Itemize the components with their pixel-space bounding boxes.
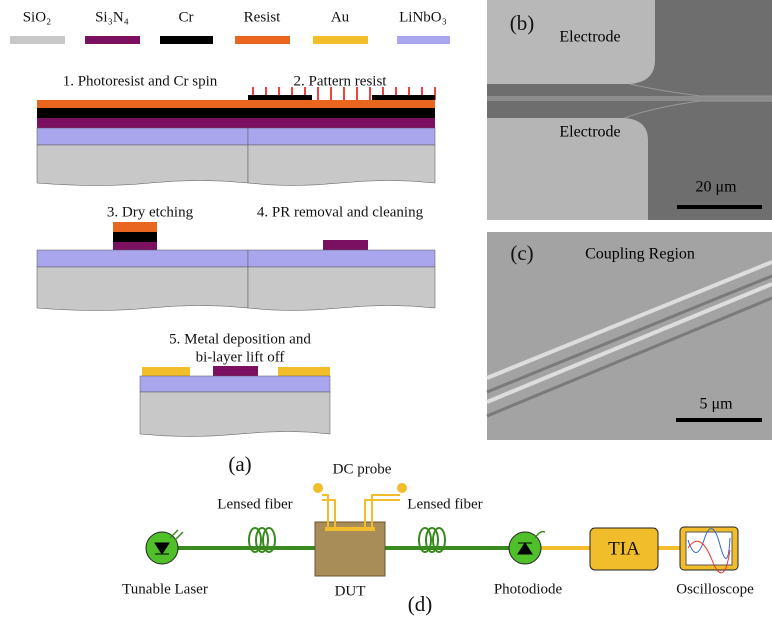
swatch: [397, 36, 450, 44]
legend-label: Cr: [179, 9, 194, 25]
setup-label: TIA: [608, 538, 640, 559]
scale-label: 5 μm: [699, 396, 733, 413]
panel-label: (a): [228, 452, 251, 476]
setup-label: DC probe: [333, 461, 392, 477]
swatch: [160, 36, 213, 44]
swatch: [235, 36, 290, 44]
sem-label: Electrode: [559, 29, 620, 46]
figure: SiO₂ Si₃N₄ Cr Resist Au LiNbO₃ 1. Photor…: [0, 0, 772, 619]
step-title: 2. Pattern resist: [294, 73, 388, 89]
setup-label: Lensed fiber: [217, 496, 292, 512]
legend-label: Au: [331, 9, 350, 25]
setup-label: Tunable Laser: [122, 581, 208, 597]
setup-label: Lensed fiber: [407, 496, 482, 512]
layer-stack: [248, 240, 435, 311]
layer-stack: [248, 87, 435, 186]
layer-stack: [37, 222, 248, 311]
panel-label: (b): [510, 11, 535, 35]
swatch: [85, 36, 140, 44]
step-title: 4. PR removal and cleaning: [257, 204, 424, 220]
legend: SiO₂ Si₃N₄ Cr Resist Au LiNbO₃: [10, 9, 450, 44]
setup-label: Photodiode: [494, 581, 563, 597]
step-title: bi-layer lift off: [196, 349, 285, 365]
legend-label: LiNbO₃: [399, 9, 447, 25]
swatch: [10, 36, 65, 44]
step-title: 5. Metal deposition and: [169, 331, 311, 347]
scale-label: 20 μm: [695, 179, 737, 196]
sem-label: Electrode: [559, 124, 620, 141]
setup-label: Oscilloscope: [676, 581, 754, 597]
panel-label: (d): [408, 592, 433, 616]
sem-label: Coupling Region: [585, 246, 695, 263]
swatch: [313, 36, 368, 44]
legend-label: Resist: [244, 9, 282, 25]
layer-stack: [37, 100, 248, 186]
panel-label: (c): [510, 241, 533, 265]
step-title: 3. Dry etching: [107, 204, 194, 220]
legend-label: SiO₂: [23, 9, 52, 25]
legend-label: Si₃N₄: [95, 9, 129, 25]
setup-label: DUT: [335, 583, 366, 599]
layer-stack: [140, 366, 330, 437]
step-title: 1. Photoresist and Cr spin: [63, 73, 218, 89]
